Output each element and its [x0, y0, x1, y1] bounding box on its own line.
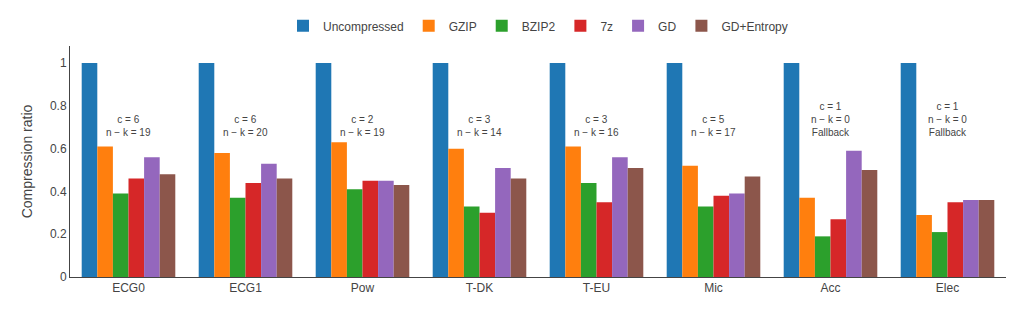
svg-text:Compression ratio: Compression ratio	[19, 104, 35, 218]
svg-text:GZIP: GZIP	[449, 20, 477, 34]
svg-text:Acc: Acc	[820, 281, 840, 295]
svg-text:Pow: Pow	[351, 281, 375, 295]
svg-text:c = 5n − k = 17: c = 5n − k = 17	[691, 114, 736, 138]
svg-text:Elec: Elec	[936, 281, 959, 295]
svg-text:c = 3n − k = 14: c = 3n − k = 14	[457, 114, 502, 138]
svg-text:c = 6n − k = 20: c = 6n − k = 20	[223, 114, 268, 138]
svg-text:c = 3n − k = 16: c = 3n − k = 16	[574, 114, 619, 138]
svg-text:Mic: Mic	[704, 281, 723, 295]
svg-text:c = 1n − k = 0Fallback: c = 1n − k = 0Fallback	[928, 101, 967, 138]
svg-text:c = 2n − k = 19: c = 2n − k = 19	[340, 114, 385, 138]
svg-text:Uncompressed: Uncompressed	[323, 20, 404, 34]
svg-text:ECG0: ECG0	[112, 281, 145, 295]
svg-text:c = 6n − k = 19: c = 6n − k = 19	[106, 114, 151, 138]
svg-text:BZIP2: BZIP2	[522, 20, 556, 34]
svg-text:GD: GD	[658, 20, 676, 34]
svg-text:0.8: 0.8	[50, 99, 67, 113]
svg-text:T-DK: T-DK	[466, 281, 493, 295]
svg-text:0.2: 0.2	[50, 227, 67, 241]
svg-text:0: 0	[60, 270, 67, 284]
svg-text:0.6: 0.6	[50, 142, 67, 156]
svg-text:ECG1: ECG1	[229, 281, 262, 295]
svg-text:GD+Entropy: GD+Entropy	[721, 20, 787, 34]
svg-text:T-EU: T-EU	[583, 281, 610, 295]
svg-text:1: 1	[60, 56, 67, 70]
svg-text:7z: 7z	[600, 20, 613, 34]
svg-text:0.4: 0.4	[50, 185, 67, 199]
svg-text:c = 1n − k = 0Fallback: c = 1n − k = 0Fallback	[811, 101, 850, 138]
